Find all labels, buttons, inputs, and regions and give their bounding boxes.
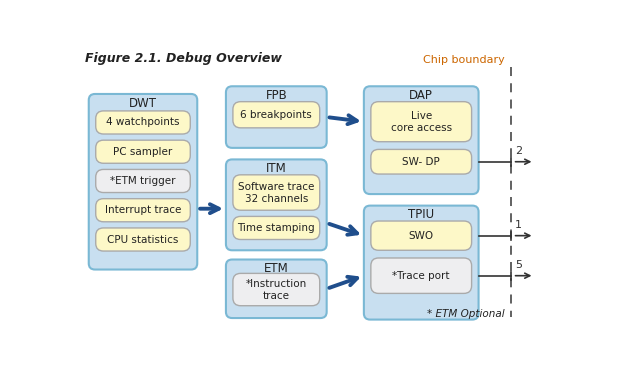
Text: ITM: ITM: [266, 162, 287, 175]
Text: DAP: DAP: [409, 89, 433, 102]
Text: *Trace port: *Trace port: [392, 271, 450, 281]
FancyBboxPatch shape: [371, 221, 471, 250]
FancyBboxPatch shape: [96, 199, 190, 222]
FancyBboxPatch shape: [96, 169, 190, 193]
Text: *ETM trigger: *ETM trigger: [110, 176, 176, 186]
Text: DWT: DWT: [129, 97, 157, 110]
Text: 6 breakpoints: 6 breakpoints: [241, 110, 312, 120]
FancyBboxPatch shape: [226, 160, 326, 250]
Text: *Instruction
trace: *Instruction trace: [246, 279, 307, 300]
FancyBboxPatch shape: [364, 206, 479, 320]
FancyBboxPatch shape: [226, 259, 326, 318]
Text: 5: 5: [515, 260, 522, 270]
FancyBboxPatch shape: [96, 228, 190, 251]
Text: PC sampler: PC sampler: [114, 147, 173, 157]
FancyBboxPatch shape: [96, 111, 190, 134]
Text: CPU statistics: CPU statistics: [107, 235, 179, 244]
FancyBboxPatch shape: [233, 102, 320, 128]
Text: TPIU: TPIU: [408, 208, 434, 221]
FancyBboxPatch shape: [96, 140, 190, 163]
FancyBboxPatch shape: [89, 94, 197, 269]
Text: Software trace
32 channels: Software trace 32 channels: [238, 182, 315, 203]
Text: 2: 2: [515, 146, 522, 156]
FancyBboxPatch shape: [364, 86, 479, 194]
FancyBboxPatch shape: [226, 86, 326, 148]
Text: Live
core access: Live core access: [391, 111, 452, 133]
Text: Chip boundary: Chip boundary: [423, 56, 505, 66]
Text: * ETM Optional: * ETM Optional: [428, 309, 505, 319]
Text: Time stamping: Time stamping: [238, 223, 315, 233]
Text: Figure 2.1. Debug Overview: Figure 2.1. Debug Overview: [85, 52, 282, 65]
Text: FPB: FPB: [265, 89, 287, 102]
FancyBboxPatch shape: [233, 273, 320, 306]
FancyBboxPatch shape: [371, 149, 471, 174]
Text: ETM: ETM: [264, 262, 289, 275]
FancyBboxPatch shape: [233, 175, 320, 210]
FancyBboxPatch shape: [233, 216, 320, 239]
FancyBboxPatch shape: [371, 258, 471, 294]
Text: 4 watchpoints: 4 watchpoints: [106, 117, 180, 127]
Text: SWO: SWO: [408, 231, 434, 241]
Text: SW- DP: SW- DP: [402, 157, 440, 167]
FancyBboxPatch shape: [371, 102, 471, 142]
Text: 1: 1: [515, 220, 522, 230]
Text: Interrupt trace: Interrupt trace: [105, 205, 181, 215]
